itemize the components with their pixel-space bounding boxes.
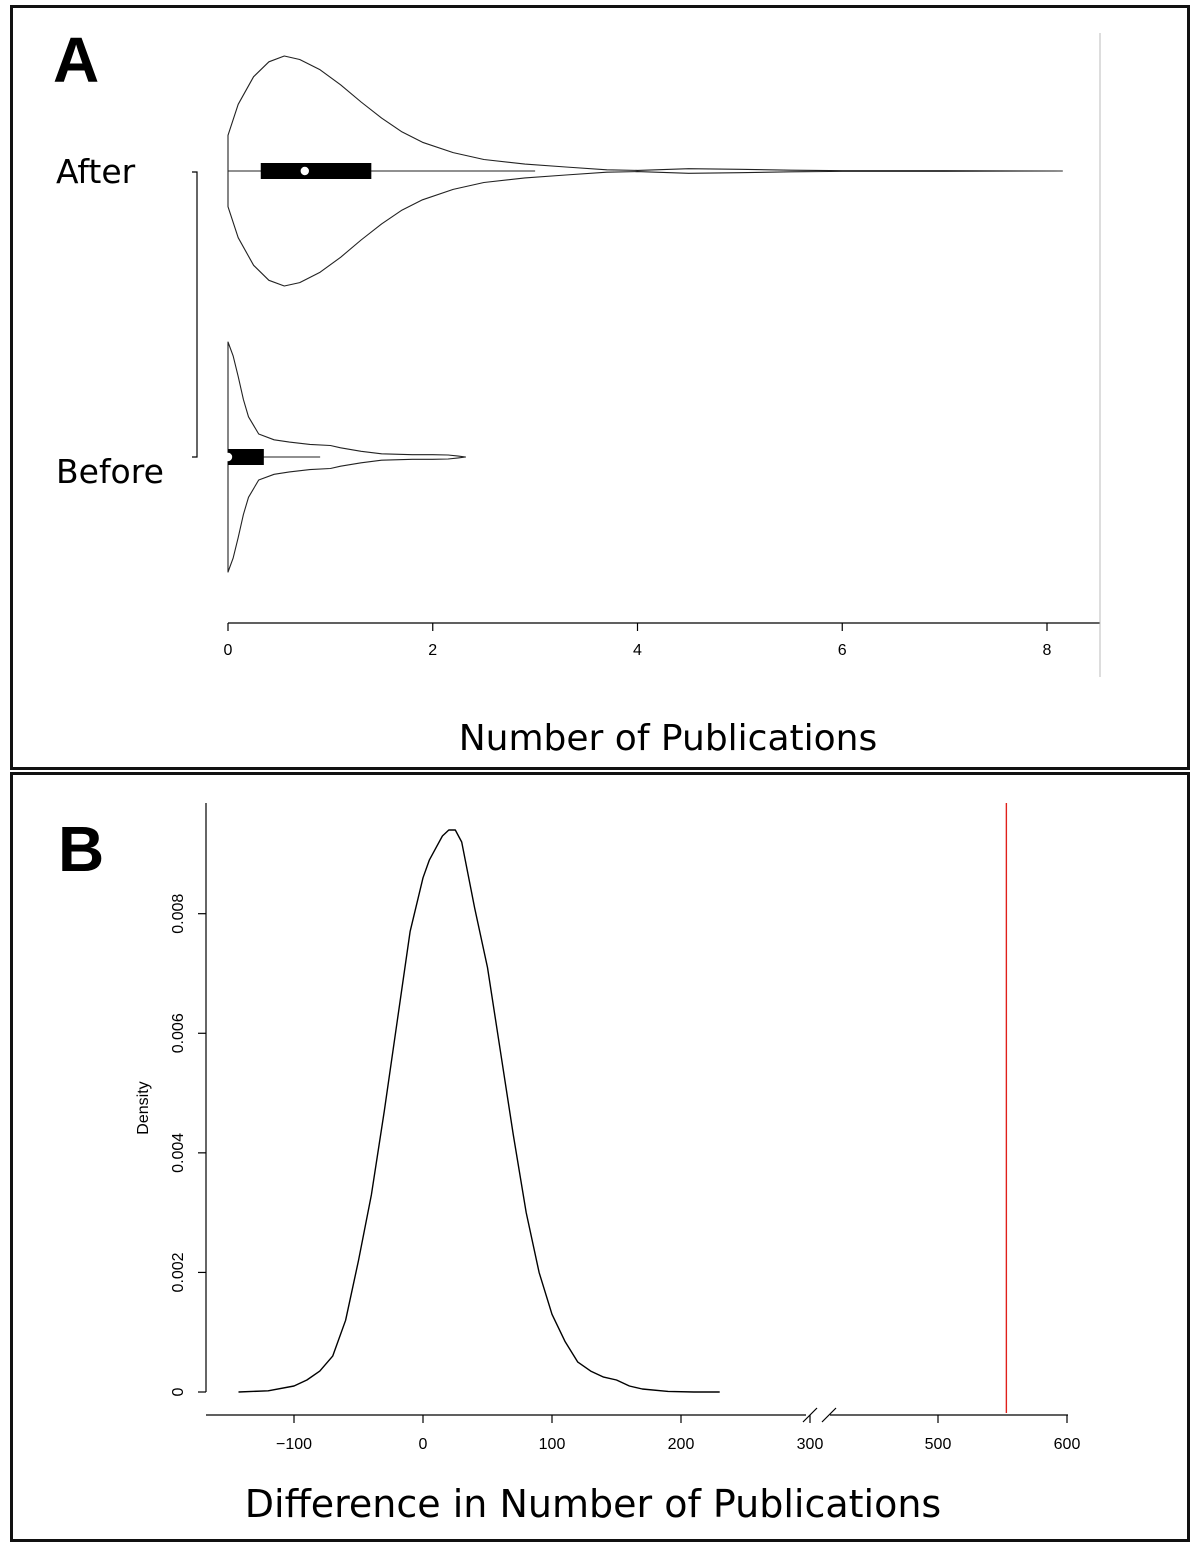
group-label-before: Before [56,452,164,491]
y-axis-label-b: Density [135,1081,152,1134]
y-tick-label-b: 0.006 [170,1013,187,1053]
y-tick-label-b: 0.002 [170,1252,187,1292]
violin-plot-a: 0 2 4 6 8 [192,33,1101,677]
panel-a-letter: A [53,24,100,96]
x-tick-label-b: 100 [539,1436,566,1453]
x-tick-label-a: 8 [1043,642,1052,659]
iqr-box-after [260,163,372,179]
x-tick-label-a: 6 [838,642,847,659]
group-label-after: After [56,152,136,191]
group-bracket [192,171,198,458]
axis-break-mark [821,1407,837,1423]
x-tick-label-a: 2 [428,642,437,659]
y-tick-label-b: 0.008 [170,894,187,934]
violin-after [227,55,1063,287]
x-tick-label-b: 0 [419,1436,428,1453]
y-tick-label-b: 0 [170,1387,187,1396]
panel-b: B Difference in Number of Publications [10,772,1190,1542]
x-tick-label-b: 300 [797,1436,824,1453]
x-tick-label-a: 4 [633,642,642,659]
y-tick-label-b: 0.004 [170,1133,187,1173]
x-tick-label-a: 0 [224,642,233,659]
x-tick-label-b: 200 [668,1436,695,1453]
x-tick-label-b: 600 [1054,1436,1081,1453]
violin-before [227,341,467,573]
x-axis-label-a: Number of Publications [458,718,878,759]
density-plot-b: 0 0.002 0.004 0.006 0.008 Density −100 0 100 200 3… [135,803,1080,1453]
density-curve [238,829,720,1393]
median-dot-after [300,166,309,176]
panel-b-letter: B [58,813,105,885]
panel-a: A After Before Number of Publications [10,5,1190,770]
iqr-box-before [228,449,264,465]
x-axis-label-b: Difference in Number of Publications [244,1482,942,1526]
median-dot-before [223,452,233,462]
x-tick-label-b: 500 [925,1436,952,1453]
x-tick-label-b: −100 [276,1436,312,1453]
